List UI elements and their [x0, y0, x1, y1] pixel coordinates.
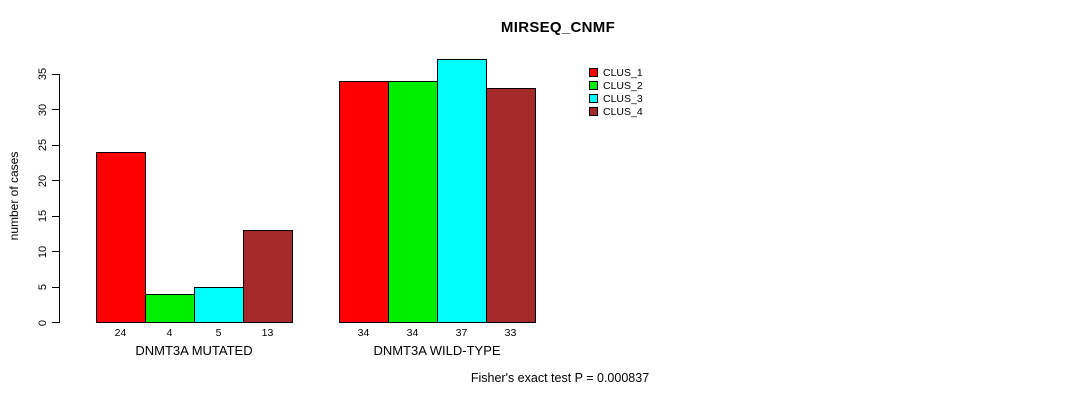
y-tick-mark [52, 322, 59, 323]
y-tick-label: 10 [37, 245, 49, 258]
y-axis-label: number of cases [7, 151, 21, 241]
y-tick-label: 0 [37, 319, 49, 326]
bar-clus_1-2 [339, 80, 389, 323]
legend: CLUS_1 CLUS_2 CLUS_3 CLUS_4 [589, 66, 643, 118]
legend-swatch-icon [589, 68, 598, 77]
bar-clus_3-2 [437, 59, 487, 323]
y-tick-mark [52, 215, 59, 217]
bar-clus_4-2 [486, 87, 536, 323]
y-tick-mark [52, 251, 59, 252]
y-tick-mark [52, 180, 59, 181]
bar-value-label: 4 [166, 327, 173, 339]
legend-swatch-icon [589, 107, 598, 116]
legend-item: CLUS_1 [589, 66, 643, 79]
legend-label: CLUS_4 [603, 105, 643, 118]
bar-value-label: 5 [215, 327, 222, 339]
bar-clus_4-1 [243, 229, 293, 323]
legend-item: CLUS_4 [589, 105, 643, 118]
y-tick-label: 20 [37, 174, 49, 187]
legend-label: CLUS_3 [603, 92, 643, 105]
y-tick-mark [52, 144, 59, 146]
legend-item: CLUS_2 [589, 79, 643, 92]
legend-swatch-icon [589, 81, 598, 90]
y-tick-label: 5 [37, 283, 49, 291]
fisher-test-annotation: Fisher's exact test P = 0.000837 [470, 371, 650, 385]
bar-value-label: 33 [504, 327, 517, 339]
bar-value-label: 24 [114, 327, 127, 339]
bar-clus_2-2 [388, 80, 438, 323]
bar-clus_2-1 [145, 293, 195, 323]
bar-value-label: 34 [357, 327, 370, 339]
legend-item: CLUS_3 [589, 92, 643, 105]
y-tick-label: 15 [37, 209, 49, 223]
legend-swatch-icon [589, 94, 598, 103]
group-label-2: DNMT3A WILD-TYPE [373, 343, 501, 358]
bar-clus_3-1 [194, 286, 244, 323]
group-label-1: DNMT3A MUTATED [135, 343, 253, 358]
y-tick-mark [52, 286, 59, 288]
y-tick-mark [52, 109, 59, 110]
y-axis-line [59, 73, 60, 323]
y-tick-mark [52, 73, 59, 75]
bar-value-label: 13 [261, 327, 274, 339]
bar-clus_1-1 [96, 151, 146, 323]
y-tick-label: 25 [37, 138, 49, 152]
bar-value-label: 34 [406, 327, 419, 339]
legend-label: CLUS_2 [603, 79, 643, 92]
bar-value-label: 37 [455, 327, 468, 339]
y-tick-label: 30 [37, 103, 49, 116]
y-tick-label: 35 [37, 67, 49, 81]
legend-label: CLUS_1 [603, 66, 643, 79]
page-title: MIRSEQ_CNMF [500, 19, 616, 36]
